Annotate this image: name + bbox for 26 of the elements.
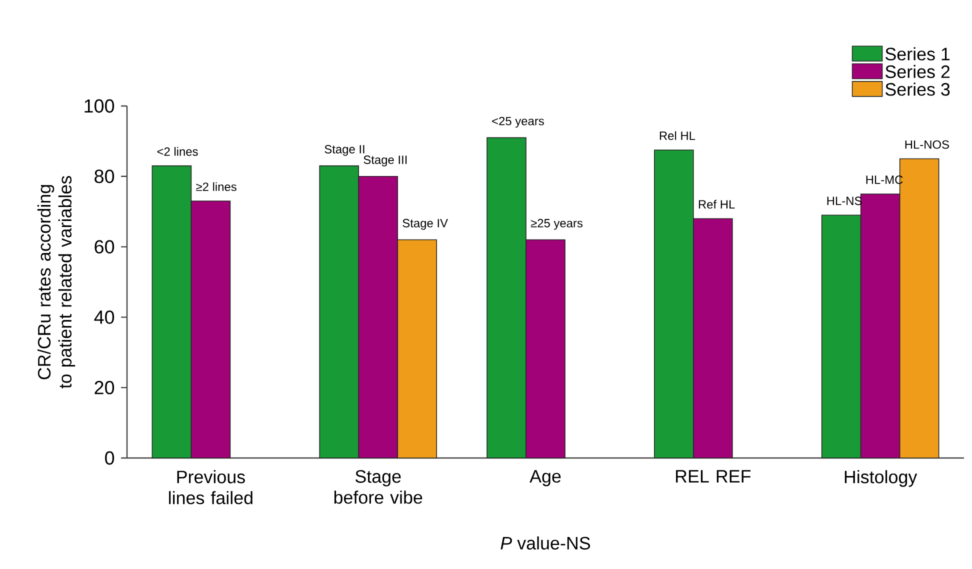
x-tick-label: Age: [530, 470, 561, 486]
annotation: Stage III: [364, 156, 407, 166]
x-tick-label: Stage before vibe: [334, 470, 422, 504]
annotation: Ref HL: [698, 200, 735, 209]
legend-label: Series 1: [885, 47, 950, 60]
annotation: Stage IV: [402, 218, 448, 230]
legend-label: Series 2: [885, 64, 950, 78]
y-tick-label: 60: [94, 240, 114, 254]
y-tick-label: 40: [94, 310, 114, 324]
x-tick-label: REL REF: [676, 470, 751, 482]
annotation: <2 lines: [157, 147, 198, 156]
annotation: ≥25 years: [530, 218, 583, 230]
y-tick-label: 0: [105, 451, 114, 465]
y-axis-title: CR/CRu rates according to patient related variables: [37, 176, 76, 388]
y-tick-label: 20: [94, 380, 114, 394]
legend-label: Series 3: [885, 82, 950, 96]
annotation: ≥2 lines: [196, 182, 236, 192]
annotation: HL-NOS: [905, 140, 949, 149]
annotation: Rel HL: [660, 131, 696, 140]
y-tick-label: 80: [94, 170, 114, 184]
annotation: Stage II: [324, 145, 364, 156]
x-tick-label: Previous lines failed: [169, 470, 252, 504]
x-tick-label: Histology: [844, 470, 918, 487]
y-tick-label: 100: [84, 99, 114, 113]
annotation: <25 years: [492, 116, 544, 128]
x-axis-title: P value-NS: [500, 536, 590, 550]
